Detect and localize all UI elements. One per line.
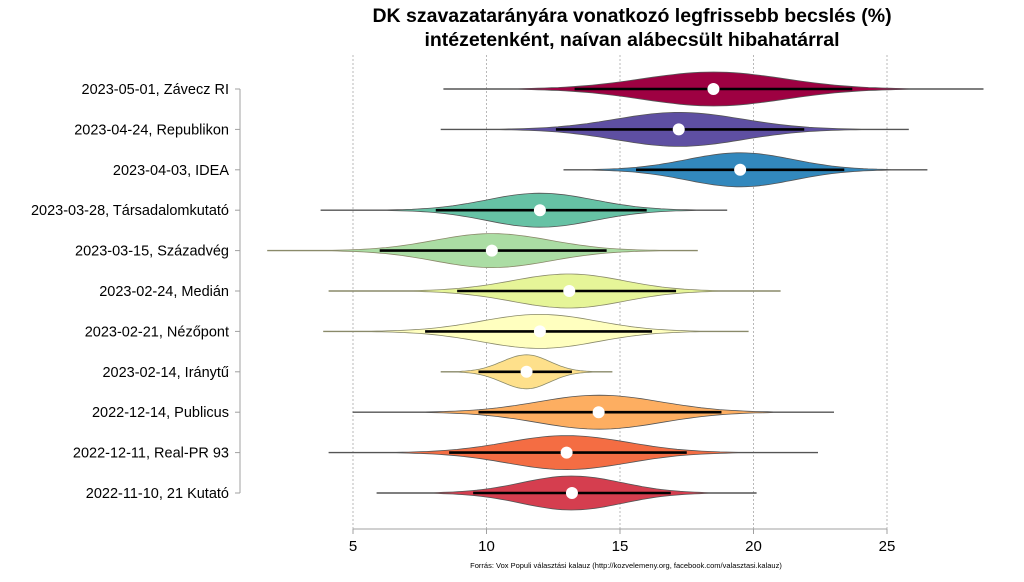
y-tick-label: 2023-03-15, Századvég xyxy=(75,244,229,260)
chart-subtitle: intézetenként, naívan alábecsült hibahat… xyxy=(424,29,839,51)
y-axis: 2023-05-01, Závecz RI 2023-04-24, Republi… xyxy=(31,82,241,502)
violin-row xyxy=(328,273,781,309)
violin-row xyxy=(352,394,834,430)
y-tick-label: 2023-04-03, IDEA xyxy=(113,163,229,179)
x-tick-label: 15 xyxy=(612,538,629,555)
estimate-point xyxy=(734,163,747,176)
source-caption: Forrás: Vox Populi választási kalauz (ht… xyxy=(470,561,782,570)
estimate-point xyxy=(672,123,685,136)
x-tick-label: 25 xyxy=(879,538,896,555)
violin-row xyxy=(440,112,909,147)
estimate-point xyxy=(533,204,546,217)
estimate-point xyxy=(533,325,546,338)
violin-row xyxy=(323,314,749,349)
estimate-point xyxy=(707,83,720,95)
y-tick-label: 2022-12-14, Publicus xyxy=(92,405,229,421)
chart-title: DK szavazatarányára vonatkozó legfrisseb… xyxy=(372,5,891,27)
violin-row xyxy=(376,475,757,511)
y-tick-label: 2022-11-10, 21 Kutató xyxy=(86,486,229,502)
x-axis: 5 10 15 20 25 xyxy=(349,528,896,555)
y-tick-label: 2023-02-24, Medián xyxy=(99,284,229,300)
y-tick-label: 2023-02-14, Iránytű xyxy=(102,365,229,381)
violin-row xyxy=(563,152,928,188)
y-tick-label: 2023-03-28, Társadalomkutató xyxy=(31,203,229,219)
violin-row xyxy=(443,71,984,107)
violin-row xyxy=(440,354,613,390)
y-tick-label: 2022-12-11, Real-PR 93 xyxy=(73,446,229,462)
y-tick-label: 2023-04-24, Republikon xyxy=(74,122,229,138)
estimate-point xyxy=(520,365,533,378)
estimate-point xyxy=(592,406,605,419)
estimate-point xyxy=(560,446,573,459)
x-tick-label: 10 xyxy=(478,538,495,555)
violin-row xyxy=(320,192,728,228)
x-tick-label: 5 xyxy=(349,538,357,555)
y-tick-label: 2023-02-21, Nézőpont xyxy=(85,324,229,340)
estimate-point xyxy=(565,487,578,499)
estimate-point xyxy=(485,244,498,257)
x-tick-label: 20 xyxy=(745,538,762,555)
violin-row xyxy=(328,435,819,471)
estimate-point xyxy=(563,285,576,297)
y-tick-label: 2023-05-01, Závecz RI xyxy=(82,82,230,98)
violin-row xyxy=(267,233,698,268)
violins xyxy=(267,71,984,511)
